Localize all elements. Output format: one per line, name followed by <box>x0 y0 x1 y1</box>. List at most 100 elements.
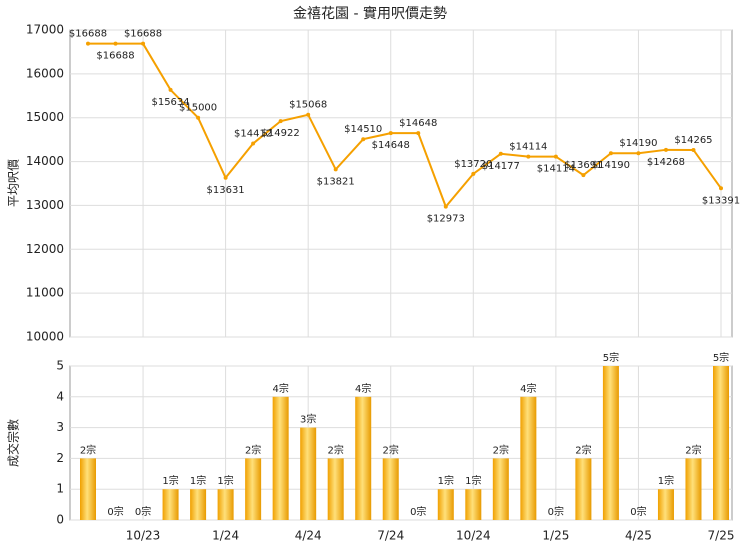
value-label: $15068 <box>289 100 327 111</box>
y-tick-label: 10000 <box>26 330 64 344</box>
value-label: 2宗 <box>245 443 261 456</box>
point <box>278 119 283 124</box>
point <box>498 151 503 156</box>
y-tick-label: 12000 <box>26 242 64 256</box>
point <box>388 131 393 136</box>
bar <box>465 489 482 520</box>
value-label: $13631 <box>207 185 245 196</box>
value-label: $14114 <box>509 142 547 153</box>
value-label: 2宗 <box>80 443 96 456</box>
point <box>553 154 558 159</box>
value-label: 0宗 <box>410 505 426 518</box>
y-tick-label: 17000 <box>26 23 64 37</box>
value-label: 2宗 <box>383 443 399 456</box>
point <box>608 151 613 156</box>
point <box>443 204 448 209</box>
value-label: $12973 <box>427 214 465 225</box>
bar <box>272 396 289 520</box>
y-axis-label: 成交宗數 <box>6 419 21 467</box>
value-label: 0宗 <box>107 505 123 518</box>
point <box>581 173 586 178</box>
point <box>416 131 421 136</box>
value-label: 0宗 <box>135 505 151 518</box>
y-tick-label: 14000 <box>26 154 64 168</box>
value-label: 2宗 <box>575 443 591 456</box>
bar <box>520 396 537 520</box>
value-label: $14265 <box>674 135 712 146</box>
value-label: 5宗 <box>713 351 729 364</box>
y-tick-label: 16000 <box>26 66 64 80</box>
value-label: $15634 <box>151 97 189 108</box>
x-tick-label: 7/24 <box>377 529 404 543</box>
value-label: $14114 <box>537 164 575 175</box>
bar <box>245 458 262 520</box>
bar <box>685 458 702 520</box>
value-label: $14412 <box>234 129 272 140</box>
y-axis-label: 平均呎價 <box>7 159 21 207</box>
point <box>223 175 228 180</box>
y-tick-label: 5 <box>56 359 64 373</box>
bar <box>162 489 179 520</box>
value-label: $13720 <box>454 159 492 170</box>
point <box>719 186 723 191</box>
chart-title: 金禧花園 - 實用呎價走勢 <box>293 5 447 22</box>
point <box>691 147 696 152</box>
point <box>361 137 366 142</box>
point <box>141 41 146 46</box>
bar <box>602 366 619 520</box>
bar <box>492 458 509 520</box>
value-label: 0宗 <box>630 505 646 518</box>
point <box>526 154 531 159</box>
value-label: 1宗 <box>162 474 178 487</box>
point <box>196 115 201 120</box>
bar <box>190 489 207 520</box>
value-label: $15000 <box>179 103 217 114</box>
value-label: $14648 <box>399 118 437 129</box>
y-tick-label: 1 <box>56 482 64 496</box>
point <box>333 167 338 172</box>
x-tick-label: 4/25 <box>625 529 652 543</box>
x-tick-label: 1/25 <box>542 529 569 543</box>
point <box>113 41 118 46</box>
bar <box>657 489 674 520</box>
y-tick-label: 13000 <box>26 198 64 212</box>
value-label: $16688 <box>69 29 107 40</box>
line <box>88 42 722 209</box>
point <box>251 141 256 146</box>
plot-area <box>69 29 733 338</box>
bar <box>217 489 234 520</box>
value-label: $14648 <box>372 140 410 151</box>
value-label: 2宗 <box>493 443 509 456</box>
x-tick-label: 4/24 <box>295 529 322 543</box>
point <box>471 171 476 176</box>
y-tick-label: 2 <box>56 451 64 465</box>
value-label: 5宗 <box>603 351 619 364</box>
x-tick-label: 7/25 <box>708 529 735 543</box>
value-label: $14922 <box>262 128 300 139</box>
bar <box>713 366 729 520</box>
bar <box>437 489 454 520</box>
value-label: $16688 <box>96 51 134 62</box>
value-label: $14510 <box>344 124 382 135</box>
value-label: $13821 <box>317 176 355 187</box>
value-label: 1宗 <box>190 474 206 487</box>
value-label: $16688 <box>124 29 162 40</box>
point <box>306 112 311 117</box>
x-tick-label: 10/24 <box>456 529 491 543</box>
value-label: $14177 <box>482 161 520 172</box>
value-label: $14268 <box>647 157 685 168</box>
value-label: $14190 <box>592 160 630 171</box>
y-tick-label: 0 <box>56 513 64 527</box>
value-label: $14190 <box>619 138 657 149</box>
y-tick-label: 15000 <box>26 110 64 124</box>
point <box>636 151 641 156</box>
x-tick-label: 1/24 <box>212 529 239 543</box>
bar <box>327 458 344 520</box>
value-label: $13391 <box>702 195 740 206</box>
y-tick-label: 11000 <box>26 286 64 300</box>
bar <box>575 458 592 520</box>
bar <box>80 458 96 520</box>
bar <box>300 427 317 520</box>
